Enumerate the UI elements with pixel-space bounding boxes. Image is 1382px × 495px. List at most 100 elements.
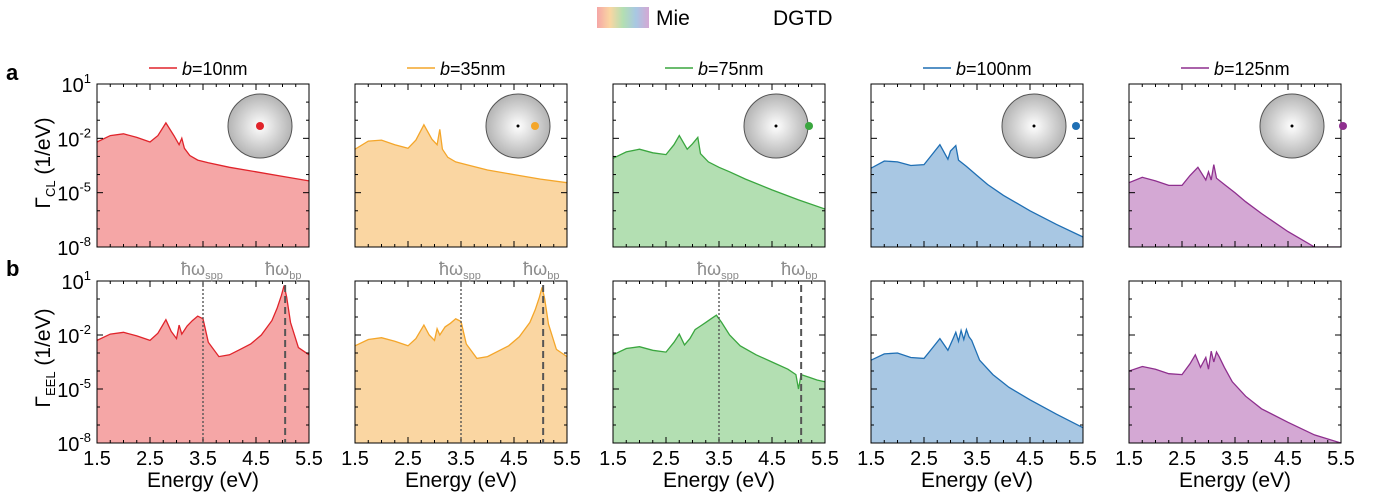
bp-annotation: ħωbp [781,259,817,282]
bp-subscript: bp [547,270,559,282]
y-tick-label: 101 [62,268,91,294]
panel-title-value: =100nm [966,59,1032,79]
y-tick-exp: -5 [79,180,91,195]
panel-b-125: b=125nm 1.5 2.5 3.5 4.5 5.5 Energy (eV) [1115,59,1355,492]
eel-plot: 1.5 2.5 3.5 4.5 5.5 Energy (eV) [1115,280,1355,492]
y-tick-label: 10-8 [57,430,91,456]
y-tick-base: 10 [57,380,79,402]
sphere-inset [485,93,551,159]
x-tick-label: 1.5 [857,448,885,470]
panel-b-100: b=100nm 1.5 2.5 3.5 4.5 5.5 Energy (eV) [857,59,1097,492]
y-tick-label: 10-5 [57,376,91,402]
y-tick-base: 10 [57,326,79,348]
x-tick-label: 4.5 [1016,448,1044,470]
x-tick-label: 2.5 [394,448,422,470]
sphere-inset [743,93,813,159]
dgtd-line [613,134,825,210]
x-tick-label: 4.5 [1274,448,1302,470]
x-tick-label: 5.5 [811,448,839,470]
y-tick-label: 10-8 [57,234,91,260]
x-tick-label: 5.5 [1327,448,1355,470]
sphere-center-dot [1290,124,1294,128]
y-label-eel: ΓEEL (1/eV) [32,308,58,407]
x-axis-label: Energy (eV) [147,469,259,492]
electron-beam-dot [531,122,539,130]
electron-beam-dot [805,122,813,130]
dgtd-line [355,123,567,184]
mie-area [97,122,309,247]
panel-title-value: =75nm [708,59,764,79]
series-group [871,327,1083,443]
mie-area [97,285,309,443]
dgtd-legend-label: DGTD [773,7,833,30]
panel-title: b=125nm [1181,59,1290,79]
sphere-inset [1001,93,1080,159]
panel-title-b: b [698,59,708,79]
x-tick-label: 3.5 [963,448,991,470]
y-tick-label: 101 [62,71,91,97]
y-tick-exp: -5 [79,376,91,391]
cl-plot [354,83,568,248]
y-tick-exp: -8 [79,430,91,445]
mie-area [1129,164,1341,247]
electron-beam-dot [1072,122,1080,130]
panel-title-value: =125nm [1224,59,1290,79]
panel-title-text: b=35nm [440,59,506,79]
y-tick-label: 10-2 [57,322,91,348]
panel-title-text: b=75nm [698,59,764,79]
electron-beam-dot [256,122,264,130]
x-tick-label: 1.5 [599,448,627,470]
panel-b-10: b=10nm10110-210-510-810110-210-510-8ħωsp… [57,59,323,492]
x-tick-label: 5.5 [1069,448,1097,470]
row-label-a: a [6,60,19,85]
x-tick-label: 1.5 [1115,448,1143,470]
bp-subscript: bp [289,270,301,282]
x-tick-label: 1.5 [83,448,111,470]
spp-symbol: ħω [697,259,721,279]
dgtd-line [1129,350,1341,443]
sphere-center-dot [1032,124,1036,128]
y-tick-exp: -8 [79,234,91,249]
mie-area [613,315,825,443]
electron-beam-dot [1339,122,1347,130]
sphere-center-dot [774,124,778,128]
x-tick-label: 2.5 [136,448,164,470]
spp-annotation: ħωspp [439,259,481,282]
row-label-b: b [6,256,19,281]
cl-plot [870,83,1084,248]
panel-title-b: b [1214,59,1224,79]
y-tick-exp: -2 [79,322,91,337]
dgtd-line [871,143,1083,238]
bp-symbol: ħω [523,259,547,279]
bp-symbol: ħω [265,259,289,279]
series-group [613,314,825,443]
mie-area [355,124,567,247]
sphere-inset [1259,93,1347,159]
y-tick-exp: 1 [84,268,91,283]
spp-subscript: spp [205,270,223,282]
series-group [613,134,825,247]
x-axis-label: Energy (eV) [663,469,775,492]
y-label-cl: ΓCL (1/eV) [32,117,58,208]
panel-title-text: b=100nm [956,59,1032,79]
dgtd-line [1129,164,1341,247]
cl-plot [1128,83,1347,248]
series-group [1129,350,1341,443]
dgtd-line [871,327,1083,429]
x-tick-label: 1.5 [341,448,369,470]
panels: b=10nm10110-210-510-810110-210-510-8ħωsp… [57,59,1355,492]
y-tick-base: 10 [57,434,79,456]
eel-plot: 1.5 2.5 3.5 4.5 5.5 Energy (eV) [857,280,1097,492]
panel-title-text: b=125nm [1214,59,1290,79]
x-tick-label: 4.5 [500,448,528,470]
x-tick-label: 3.5 [705,448,733,470]
panel-title-b: b [440,59,450,79]
panel-title-value: =10nm [192,59,248,79]
y-tick-exp: 1 [84,71,91,86]
x-tick-label: 2.5 [1168,448,1196,470]
panel-title-text: b=10nm [182,59,248,79]
